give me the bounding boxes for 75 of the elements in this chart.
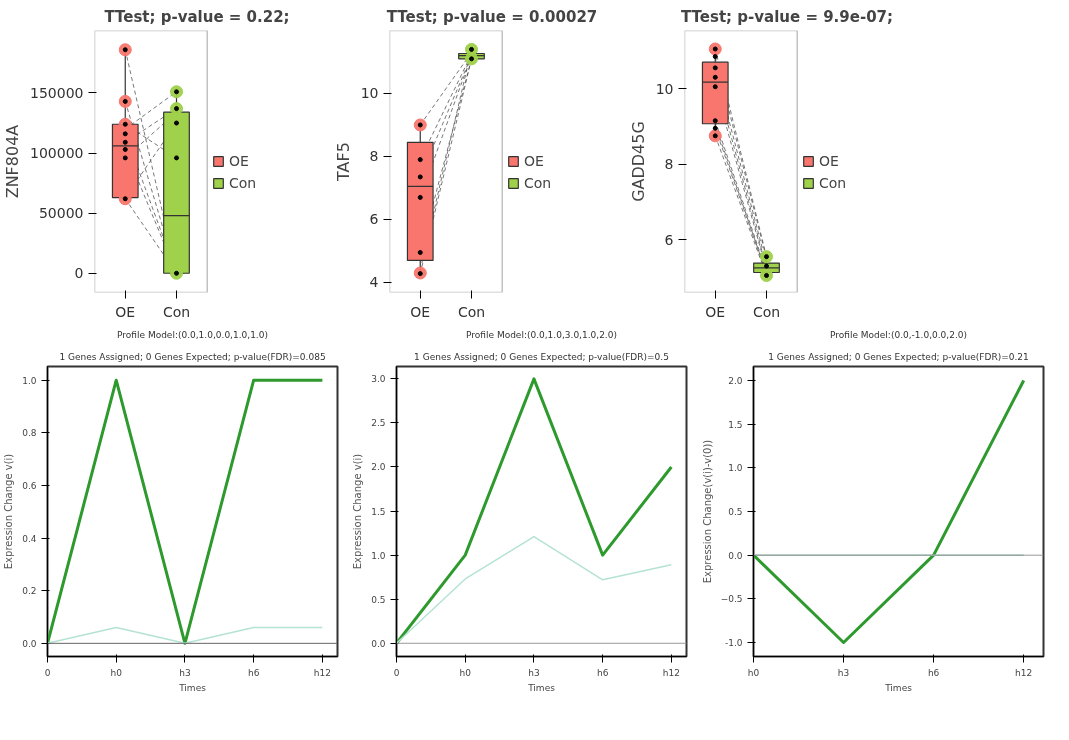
y-axis-title: Expression Change v(i) — [352, 453, 364, 570]
y-tick-label: 0.2 — [22, 586, 37, 597]
y-axis-title: Expression Change(v(i)-v(0)) — [701, 439, 713, 584]
x-tick-label: h12 — [662, 667, 680, 678]
x-tick-label: 0 — [44, 667, 51, 678]
y-axis-title: Expression Change v(i) — [3, 453, 15, 570]
x-tick-label: h12 — [1015, 667, 1033, 678]
x-tick-label: OE — [705, 303, 726, 320]
x-tick-label: h0 — [459, 667, 472, 678]
y-tick-label: 0.5 — [728, 507, 743, 517]
y-tick-label: 2.0 — [371, 462, 386, 473]
y-tick-label: 4 — [369, 274, 379, 291]
y-tick-label: 3.0 — [371, 374, 386, 385]
legend-label: OE — [229, 153, 249, 169]
chart-title: Profile Model:(0.0,1.0,0.0,1.0,1.0) — [117, 329, 268, 340]
chart-subtitle: 1 Genes Assigned; 0 Genes Expected; p-value(FDR)=0.5 — [414, 351, 669, 362]
y-tick-label: 6 — [664, 231, 674, 248]
x-tick-label: h3 — [837, 667, 850, 678]
y-tick-label: -1.0 — [724, 638, 743, 649]
x-tick-label: h6 — [247, 667, 260, 678]
y-tick-label: 2.0 — [728, 375, 743, 386]
y-tick-label: 10 — [655, 80, 674, 97]
y-tick-label: 8 — [664, 156, 674, 173]
y-tick-label: 1.0 — [22, 375, 37, 386]
y-tick-label: 0.0 — [728, 550, 743, 561]
legend-label: Con — [524, 175, 552, 191]
y-tick-label: 1.0 — [728, 463, 743, 474]
x-tick-label: h0 — [110, 667, 123, 678]
y-tick-label: 0.0 — [371, 638, 386, 649]
y-axis-title: GADD45G — [628, 121, 648, 202]
chart-title: TTest; p-value = 9.9e-07; — [680, 7, 894, 26]
y-tick-label: 100000 — [30, 145, 84, 162]
y-tick-label: −0.5 — [720, 594, 743, 605]
x-tick-label: h3 — [528, 667, 540, 678]
x-tick-label: h0 — [747, 667, 760, 678]
chart-subtitle: 1 Genes Assigned; 0 Genes Expected; p-value(FDR)=0.21 — [768, 351, 1029, 362]
legend-label: OE — [819, 153, 839, 169]
x-tick-label: Con — [752, 303, 781, 320]
chart-subtitle: 1 Genes Assigned; 0 Genes Expected; p-value(FDR)=0.085 — [59, 351, 326, 362]
y-tick-label: 0.8 — [22, 428, 37, 439]
x-tick-label: h6 — [927, 667, 940, 678]
x-axis-title: Times — [884, 682, 913, 693]
y-tick-label: 10 — [360, 85, 379, 102]
x-tick-label: h12 — [313, 667, 331, 678]
x-tick-label: Con — [457, 303, 486, 320]
x-tick-label: OE — [115, 303, 136, 320]
chart-title: Profile Model:(0.0,1.0,3.0,1.0,2.0) — [466, 329, 617, 340]
x-tick-label: Con — [162, 303, 191, 320]
chart-title: TTest; p-value = 0.00027 — [386, 7, 598, 26]
y-tick-label: 0.4 — [22, 533, 37, 544]
y-tick-label: 0.5 — [371, 594, 386, 605]
x-axis-title: Times — [527, 682, 556, 693]
y-tick-label: 0.6 — [22, 480, 37, 491]
y-axis-title: ZNF804A — [3, 124, 23, 199]
x-axis-title: Times — [178, 682, 207, 693]
y-tick-label: 1.5 — [728, 419, 743, 430]
chart-title: TTest; p-value = 0.22; — [104, 7, 290, 26]
y-tick-label: 2.5 — [371, 418, 386, 429]
legend-label: Con — [229, 175, 257, 191]
y-axis-title: TAF5 — [333, 142, 353, 182]
x-tick-label: h3 — [179, 667, 191, 678]
legend-label: Con — [819, 175, 847, 191]
y-tick-label: 50000 — [38, 205, 84, 222]
legend-label: OE — [524, 153, 544, 169]
y-tick-label: 6 — [369, 211, 379, 228]
x-tick-label: 0 — [393, 667, 400, 678]
x-tick-label: h6 — [596, 667, 609, 678]
y-tick-label: 1.5 — [371, 506, 386, 517]
x-tick-label: OE — [410, 303, 431, 320]
y-tick-label: 8 — [369, 148, 379, 165]
y-tick-label: 150000 — [30, 85, 84, 101]
y-tick-label: 0 — [74, 265, 84, 282]
chart-title: Profile Model:(0.0,-1.0,0.0,2.0) — [830, 329, 968, 340]
y-tick-label: 1.0 — [371, 550, 386, 561]
y-tick-label: 0.0 — [22, 638, 37, 649]
